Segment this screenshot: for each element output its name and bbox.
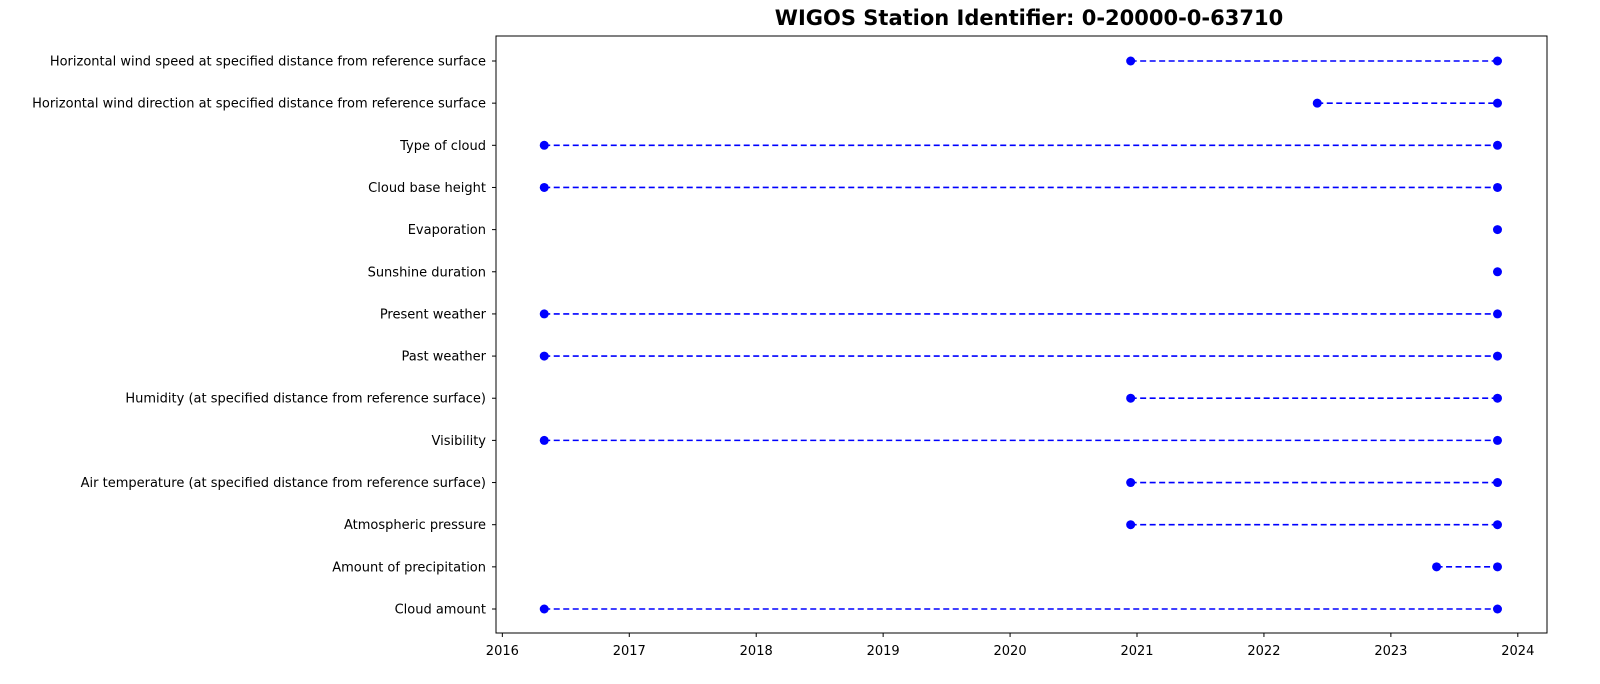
data-point xyxy=(1492,435,1502,445)
series-row xyxy=(539,309,1502,319)
series-row xyxy=(539,435,1502,445)
data-point xyxy=(1126,478,1136,488)
y-tick-label: Sunshine duration xyxy=(368,265,486,280)
y-tick-label: Horizontal wind direction at specified d… xyxy=(32,97,486,112)
y-tick-label: Present weather xyxy=(380,307,487,322)
y-tick-label: Atmospheric pressure xyxy=(344,518,486,533)
data-point xyxy=(1492,98,1502,108)
chart-title: WIGOS Station Identifier: 0-20000-0-6371… xyxy=(775,6,1283,30)
series-row xyxy=(1126,478,1502,488)
data-point xyxy=(1492,182,1502,192)
data-point xyxy=(1492,140,1502,150)
y-tick-label: Visibility xyxy=(432,434,487,449)
x-tick-label: 2021 xyxy=(1120,644,1153,659)
y-tick-label: Evaporation xyxy=(408,223,486,238)
data-point xyxy=(1492,520,1502,530)
series-row xyxy=(539,182,1502,192)
data-point xyxy=(539,309,549,319)
series-row xyxy=(1126,520,1502,530)
y-tick-label: Past weather xyxy=(402,350,487,365)
series-row xyxy=(539,140,1502,150)
y-tick-label: Horizontal wind speed at specified dista… xyxy=(50,55,486,70)
y-tick-label: Humidity (at specified distance from ref… xyxy=(125,392,486,407)
y-tick-label: Cloud base height xyxy=(368,181,486,196)
x-tick-label: 2023 xyxy=(1374,644,1407,659)
series-row xyxy=(1312,98,1502,108)
x-tick-label: 2024 xyxy=(1501,644,1534,659)
data-point xyxy=(1492,562,1502,572)
data-point xyxy=(1492,604,1502,614)
data-point xyxy=(539,604,549,614)
series-row xyxy=(1126,393,1502,403)
data-point xyxy=(1492,393,1502,403)
series-row xyxy=(1492,225,1502,235)
series-row xyxy=(539,604,1502,614)
series-row xyxy=(1492,267,1502,277)
series-row xyxy=(539,351,1502,361)
y-tick-label: Amount of precipitation xyxy=(332,560,486,575)
data-point xyxy=(1126,393,1136,403)
data-point xyxy=(1492,478,1502,488)
data-point xyxy=(539,140,549,150)
data-point xyxy=(1312,98,1322,108)
x-tick-label: 2019 xyxy=(867,644,900,659)
series-layer xyxy=(539,56,1502,614)
data-point xyxy=(1126,56,1136,66)
data-point xyxy=(539,182,549,192)
y-axis: Horizontal wind speed at specified dista… xyxy=(32,55,496,618)
data-point xyxy=(1432,562,1442,572)
plot-area xyxy=(495,35,1548,634)
series-row xyxy=(1432,562,1502,572)
series-row xyxy=(1126,56,1502,66)
x-axis: 2016 2017 2018 2019 2020 2021 2022 2023 2024 xyxy=(486,633,1534,659)
data-point xyxy=(1492,351,1502,361)
data-point xyxy=(539,435,549,445)
data-point xyxy=(1492,225,1502,235)
data-point xyxy=(1126,520,1136,530)
x-tick-label: 2018 xyxy=(740,644,773,659)
data-point xyxy=(539,351,549,361)
y-tick-label: Type of cloud xyxy=(399,139,486,154)
y-tick-label: Cloud amount xyxy=(395,603,486,618)
x-tick-label: 2022 xyxy=(1247,644,1280,659)
x-tick-label: 2020 xyxy=(994,644,1027,659)
y-tick-label: Air temperature (at specified distance f… xyxy=(81,476,486,491)
x-tick-label: 2017 xyxy=(613,644,646,659)
data-point xyxy=(1492,267,1502,277)
data-point xyxy=(1492,309,1502,319)
data-point xyxy=(1492,56,1502,66)
x-tick-label: 2016 xyxy=(486,644,519,659)
